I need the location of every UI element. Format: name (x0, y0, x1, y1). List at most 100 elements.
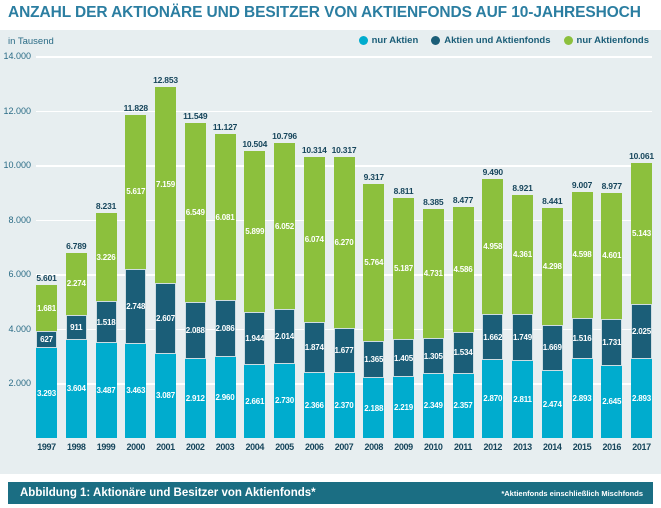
bar-segment[interactable]: 2.811 (512, 361, 533, 438)
bar-column[interactable]: 8.477 4.586 1.534 2.357 (452, 56, 474, 438)
bar-segment[interactable]: 7.159 (155, 87, 176, 283)
bar-segment[interactable]: 2.607 (155, 282, 176, 354)
bar-segment[interactable]: 2.366 (303, 373, 325, 438)
bar-segment[interactable]: 2.748 (125, 268, 147, 344)
bar-segment[interactable]: 1.669 (541, 324, 563, 371)
bar-segment[interactable]: 2.014 (274, 308, 295, 364)
gridline: 14.000 (3, 51, 652, 61)
bar-segment-label: 2.661 (245, 397, 265, 407)
bar-segment[interactable]: 3.487 (95, 342, 117, 438)
bar-segment-label: 1.944 (245, 334, 265, 344)
bar-segment[interactable]: 3.087 (155, 353, 176, 438)
legend-label: nur Aktien (371, 35, 419, 46)
bar-segment-label: 2.025 (631, 326, 652, 336)
bar-segment[interactable]: 2.645 (601, 365, 623, 438)
bar-column[interactable]: 9.007 4.598 1.516 2.893 (571, 56, 593, 438)
bar-column[interactable]: 11.549 6.549 2.088 2.912 (183, 56, 208, 438)
bar-segment[interactable]: 2.219 (393, 377, 414, 438)
legend-item: nur Aktienfonds (563, 35, 649, 46)
bar-segment[interactable]: 627 (36, 331, 57, 349)
bar-segment[interactable]: 1.749 (512, 313, 533, 362)
bar-segment[interactable]: 4.731 (422, 209, 444, 339)
bar-segment[interactable]: 2.188 (363, 378, 385, 438)
bar-column[interactable]: 8.811 5.187 1.405 2.219 (393, 56, 414, 438)
bar-segment[interactable]: 2.474 (541, 370, 563, 438)
bar-segment-label: 6.270 (334, 237, 354, 247)
bar-segment-label: 3.293 (36, 388, 57, 398)
bar-column[interactable]: 8.921 4.361 1.749 2.811 (512, 56, 533, 438)
bar-segment[interactable]: 1.365 (363, 341, 385, 379)
bar-segment[interactable]: 1.516 (571, 317, 593, 360)
bar-segment[interactable]: 2.088 (184, 301, 206, 359)
bar-segment[interactable]: 1.874 (303, 322, 325, 374)
bar-segment[interactable]: 4.586 (452, 206, 474, 332)
bar-column[interactable]: 5.601 1.681 627 3.293 (36, 56, 57, 438)
bar-column[interactable]: 10.504 5.899 1.944 2.661 (242, 56, 267, 438)
bar-segment[interactable]: 1.681 (36, 285, 57, 332)
bar-segment[interactable]: 1.534 (452, 331, 474, 374)
bar-segment[interactable]: 3.293 (36, 348, 57, 438)
bar-segment[interactable]: 2.086 (214, 300, 236, 358)
bar-segment[interactable]: 2.960 (214, 357, 236, 438)
bar-segment[interactable]: 5.899 (244, 151, 266, 313)
bar-segment[interactable]: 4.598 (571, 192, 593, 318)
bar-segment[interactable]: 4.298 (541, 207, 563, 325)
bar-segment[interactable]: 6.081 (214, 134, 236, 301)
bar-segment[interactable]: 2.357 (452, 373, 474, 438)
bar-segment[interactable]: 1.944 (244, 312, 266, 366)
bar-segment-label: 6.081 (215, 212, 235, 222)
bar-segment[interactable]: 5.143 (631, 163, 652, 304)
x-axis-tick-label: 2015 (572, 442, 592, 452)
bar-column[interactable]: 10.314 6.074 1.874 2.366 (302, 56, 327, 438)
bar-segment[interactable]: 3.226 (95, 213, 117, 302)
bar-segment[interactable]: 1.405 (393, 339, 414, 378)
bar-segment[interactable]: 911 (65, 314, 87, 340)
bar-column[interactable]: 9.490 4.958 1.662 2.870 (482, 56, 504, 438)
bar-segment[interactable]: 2.730 (274, 363, 295, 438)
bar-segment[interactable]: 1.662 (482, 314, 504, 360)
bar-segment[interactable]: 1.731 (601, 318, 623, 366)
bar-segment[interactable]: 3.604 (65, 339, 87, 438)
bar-segment[interactable]: 5.764 (363, 183, 385, 342)
bar-column[interactable]: 11.127 6.081 2.086 2.960 (213, 56, 237, 438)
bar-segment-label: 1.681 (36, 303, 57, 313)
bar-segment[interactable]: 5.617 (125, 115, 147, 269)
bar-column[interactable]: 8.977 4.601 1.731 2.645 (601, 56, 623, 438)
bar-segment[interactable]: 6.549 (184, 122, 206, 302)
bar-segment-label: 1.534 (453, 348, 473, 358)
bar-segment[interactable]: 6.074 (303, 156, 325, 323)
bar-segment[interactable]: 3.463 (125, 343, 147, 438)
bar-column[interactable]: 8.231 3.226 1.518 3.487 (95, 56, 117, 438)
bar-segment[interactable]: 4.958 (482, 179, 504, 315)
bar-segment[interactable]: 2.349 (422, 373, 444, 438)
bar-segment[interactable]: 5.187 (393, 197, 414, 340)
bar-segment[interactable]: 1.677 (333, 327, 355, 374)
bar-column[interactable]: 9.317 5.764 1.365 2.188 (363, 56, 385, 438)
bar-segment[interactable]: 2.274 (65, 252, 87, 315)
bar-column[interactable]: 6.789 2.274 911 3.604 (65, 56, 87, 438)
bar-segment[interactable]: 2.893 (571, 359, 593, 438)
bar-segment[interactable]: 2.912 (184, 358, 206, 438)
bar-segment[interactable]: 2.893 (631, 359, 652, 438)
x-axis-tick-label: 2001 (156, 442, 175, 452)
bar-segment-label: 2.960 (215, 393, 235, 403)
bar-segment[interactable]: 4.601 (601, 193, 623, 319)
bar-column[interactable]: 10.796 6.052 2.014 2.730 (272, 56, 297, 438)
bar-segment[interactable]: 2.870 (482, 359, 504, 438)
bar-segment[interactable]: 2.025 (631, 303, 652, 360)
bar-segment[interactable]: 1.518 (95, 301, 117, 343)
chart-legend: nur Aktien Aktien und Aktienfonds nur Akti… (358, 35, 649, 46)
bar-column[interactable]: 12.853 7.159 2.607 3.087 (153, 56, 178, 438)
x-axis-tick-label: 2011 (454, 442, 472, 452)
bar-segment[interactable]: 1.305 (422, 338, 444, 374)
bar-segment[interactable]: 6.052 (274, 143, 295, 309)
bar-column[interactable]: 10.317 6.270 1.677 2.370 (332, 56, 357, 438)
bar-segment[interactable]: 4.361 (512, 194, 533, 314)
bar-column[interactable]: 10.061 5.143 2.025 2.893 (629, 56, 654, 438)
bar-column[interactable]: 8.441 4.298 1.669 2.474 (541, 56, 563, 438)
bar-segment[interactable]: 2.661 (244, 365, 266, 438)
bar-segment[interactable]: 2.370 (333, 373, 355, 438)
bar-column[interactable]: 8.385 4.731 1.305 2.349 (422, 56, 444, 438)
bar-segment[interactable]: 6.270 (333, 156, 355, 328)
bar-column[interactable]: 11.828 5.617 2.748 3.463 (124, 56, 148, 438)
